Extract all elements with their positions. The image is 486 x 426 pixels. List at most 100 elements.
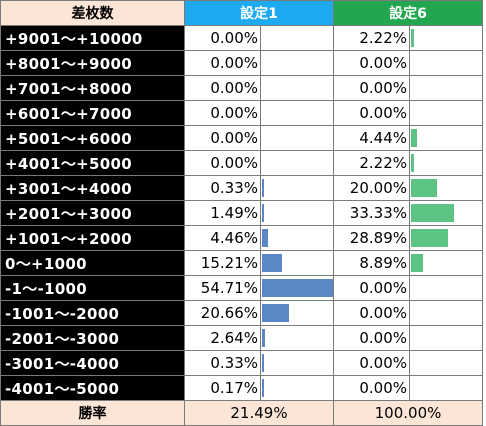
setting1-bar-cell	[260, 125, 334, 151]
setting1-bar-cell	[260, 375, 334, 401]
range-label: +2001～+3000	[0, 200, 185, 226]
table-row: +4001～+5000 0.00% 2.22%	[0, 150, 483, 176]
table-body: +9001～+10000 0.00% 2.22% +8001～+9000 0.00% 0.…	[0, 25, 483, 401]
table-row: 0～+1000 15.21% 8.89%	[0, 250, 483, 276]
range-label: -2001～-3000	[0, 325, 185, 351]
range-label: +9001～+10000	[0, 25, 185, 51]
setting6-bar-cell	[409, 25, 483, 51]
setting1-bar-cell	[260, 75, 334, 101]
setting1-bar	[262, 204, 264, 222]
range-label: +8001～+9000	[0, 50, 185, 76]
setting1-bar-cell	[260, 175, 334, 201]
setting6-percent: 0.00%	[333, 375, 410, 401]
setting6-percent: 28.89%	[333, 225, 410, 251]
setting1-percent: 0.00%	[184, 25, 261, 51]
setting6-bar	[411, 179, 437, 197]
setting1-bar-cell	[260, 225, 334, 251]
table-row: -1001～-2000 20.66% 0.00%	[0, 300, 483, 326]
setting6-percent: 0.00%	[333, 275, 410, 301]
setting1-bar-cell	[260, 350, 334, 376]
setting6-bar-cell	[409, 100, 483, 126]
setting6-percent: 4.44%	[333, 125, 410, 151]
setting6-bar-cell	[409, 375, 483, 401]
setting6-bar-cell	[409, 200, 483, 226]
table-row: +5001～+6000 0.00% 4.44%	[0, 125, 483, 151]
setting1-percent: 1.49%	[184, 200, 261, 226]
setting6-bar-cell	[409, 300, 483, 326]
setting6-bar-cell	[409, 150, 483, 176]
setting1-bar-cell	[260, 150, 334, 176]
setting1-percent: 15.21%	[184, 250, 261, 276]
setting1-bar	[262, 254, 282, 272]
setting1-percent: 0.00%	[184, 125, 261, 151]
setting1-percent: 4.46%	[184, 225, 261, 251]
range-label: +3001～+4000	[0, 175, 185, 201]
setting1-bar-cell	[260, 325, 334, 351]
setting1-percent: 0.33%	[184, 175, 261, 201]
setting1-percent: 0.33%	[184, 350, 261, 376]
setting6-bar	[411, 29, 414, 47]
setting6-percent: 0.00%	[333, 50, 410, 76]
range-label: +5001～+6000	[0, 125, 185, 151]
setting1-percent: 0.17%	[184, 375, 261, 401]
setting1-percent: 0.00%	[184, 75, 261, 101]
setting1-bar-cell	[260, 300, 334, 326]
setting6-bar-cell	[409, 225, 483, 251]
range-label: 0～+1000	[0, 250, 185, 276]
setting6-percent: 0.00%	[333, 325, 410, 351]
setting6-bar-cell	[409, 175, 483, 201]
win-rate-row: 勝率 21.49% 100.00%	[0, 400, 483, 426]
setting1-header: 設定1	[184, 0, 334, 26]
setting6-percent: 8.89%	[333, 250, 410, 276]
setting6-bar-cell	[409, 275, 483, 301]
setting6-bar	[411, 254, 423, 272]
setting6-percent: 0.00%	[333, 300, 410, 326]
table-row: +9001～+10000 0.00% 2.22%	[0, 25, 483, 51]
setting1-bar-cell	[260, 250, 334, 276]
setting1-bar-cell	[260, 25, 334, 51]
header-row: 差枚数 設定1 設定6	[0, 0, 483, 26]
setting6-bar-cell	[409, 250, 483, 276]
range-label: +7001～+8000	[0, 75, 185, 101]
win-rate-label: 勝率	[0, 400, 185, 426]
setting1-bar	[262, 304, 289, 322]
table-row: +3001～+4000 0.33% 20.00%	[0, 175, 483, 201]
setting1-percent: 20.66%	[184, 300, 261, 326]
table-row: +6001～+7000 0.00% 0.00%	[0, 100, 483, 126]
setting6-bar-cell	[409, 75, 483, 101]
range-label: -1～-1000	[0, 275, 185, 301]
setting6-bar-cell	[409, 325, 483, 351]
setting1-bar	[262, 354, 264, 372]
setting1-bar	[262, 229, 268, 247]
range-label: +4001～+5000	[0, 150, 185, 176]
setting6-bar	[411, 229, 448, 247]
setting6-bar-cell	[409, 350, 483, 376]
setting1-bar-cell	[260, 200, 334, 226]
table-row: -4001～-5000 0.17% 0.00%	[0, 375, 483, 401]
setting1-bar-cell	[260, 275, 334, 301]
range-label: -1001～-2000	[0, 300, 185, 326]
win-rate-setting1: 21.49%	[184, 400, 334, 426]
setting6-percent: 2.22%	[333, 25, 410, 51]
setting6-percent: 0.00%	[333, 100, 410, 126]
win-rate-setting6: 100.00%	[333, 400, 483, 426]
range-header: 差枚数	[0, 0, 185, 26]
setting1-percent: 0.00%	[184, 50, 261, 76]
setting6-bar	[411, 204, 454, 222]
range-label: -3001～-4000	[0, 350, 185, 376]
table-row: -2001～-3000 2.64% 0.00%	[0, 325, 483, 351]
range-label: -4001～-5000	[0, 375, 185, 401]
setting1-bar	[262, 379, 264, 397]
setting6-bar-cell	[409, 50, 483, 76]
setting6-bar	[411, 154, 414, 172]
setting6-header: 設定6	[333, 0, 483, 26]
table-row: +7001～+8000 0.00% 0.00%	[0, 75, 483, 101]
setting1-percent: 2.64%	[184, 325, 261, 351]
table-row: -3001～-4000 0.33% 0.00%	[0, 350, 483, 376]
table-row: -1～-1000 54.71% 0.00%	[0, 275, 483, 301]
setting6-bar	[411, 129, 417, 147]
setting1-bar-cell	[260, 100, 334, 126]
setting1-bar-cell	[260, 50, 334, 76]
setting1-percent: 54.71%	[184, 275, 261, 301]
